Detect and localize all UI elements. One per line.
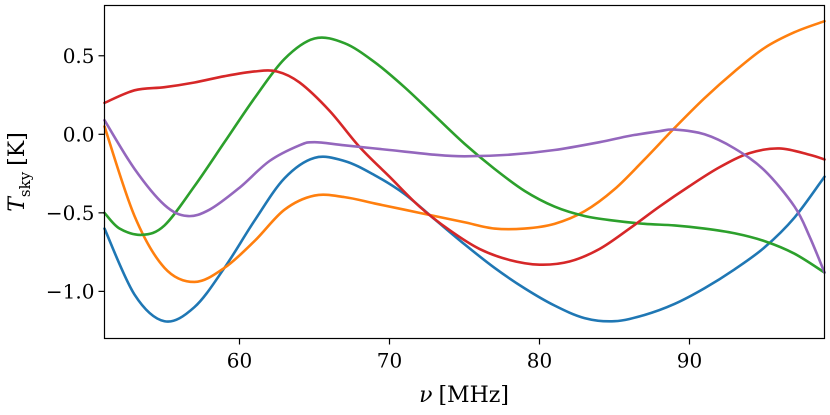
y-tick-label: −1.0: [46, 279, 95, 303]
x-tick-label: 60: [227, 349, 252, 373]
series-line-green: [103, 36, 826, 274]
x-axis-label: ν [MHz]: [419, 383, 509, 408]
y-axis: 0.5 0.0 −0.5 −1.0: [46, 44, 105, 303]
x-axis-label-unit: [MHz]: [438, 383, 508, 408]
x-axis-label-var: ν: [419, 383, 432, 408]
y-axis-label-sub: sky: [16, 171, 34, 197]
x-tick-label: 70: [377, 349, 402, 373]
y-tick-label: 0.0: [63, 122, 95, 146]
x-axis: 60 70 80 90: [227, 338, 702, 373]
x-tick-label: 90: [677, 349, 702, 373]
y-axis-label-var: T: [5, 195, 30, 212]
y-axis-label: Tsky [K]: [5, 132, 34, 212]
y-tick-label: −0.5: [46, 201, 95, 225]
series-layer: [103, 19, 826, 323]
series-line-purple: [103, 118, 826, 274]
x-tick-label: 80: [527, 349, 552, 373]
y-tick-label: 0.5: [63, 44, 95, 68]
y-axis-label-unit: [K]: [5, 132, 30, 166]
series-line-red: [103, 69, 826, 267]
plot-frame: [103, 4, 826, 340]
series-line-orange: [103, 19, 826, 284]
